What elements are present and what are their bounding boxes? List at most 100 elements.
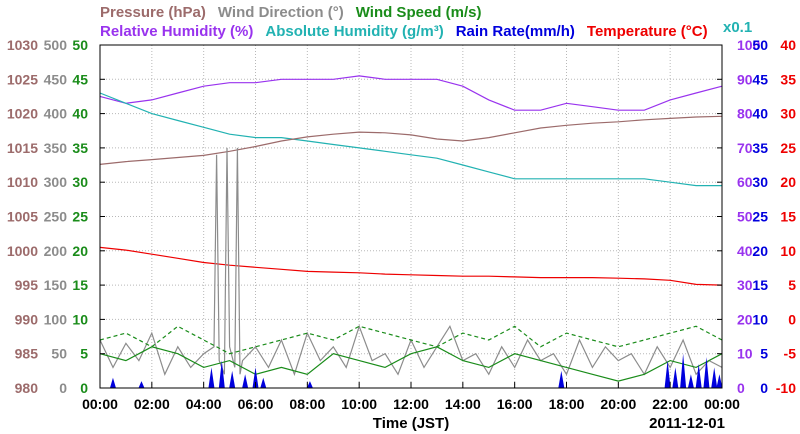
tick-humidity: 20	[737, 311, 753, 327]
tick-humidity: 100	[737, 37, 761, 53]
tick-wind-speed: 20	[72, 243, 88, 259]
tick-humidity: 0	[737, 380, 745, 396]
rain-bar	[716, 374, 723, 388]
tick-wind-direction: 350	[44, 140, 68, 156]
tick-temperature: 5	[788, 277, 796, 293]
tick-humidity: 10	[737, 346, 753, 362]
tick-wind-direction: 500	[44, 37, 68, 53]
tick-wind-speed: 5	[80, 346, 88, 362]
rain-bar	[218, 360, 225, 388]
tick-rain-rate: 15	[752, 277, 768, 293]
tick-wind-direction: 50	[51, 346, 67, 362]
tick-wind-speed: 50	[72, 37, 88, 53]
tick-temperature: 35	[780, 71, 796, 87]
grid	[100, 45, 722, 388]
series-lines	[99, 75, 723, 388]
tick-rain-rate: 5	[760, 346, 768, 362]
rain-bar	[558, 370, 565, 388]
legend-absolute-humidity-g-m: Absolute Humidity (g/m³)	[265, 23, 443, 40]
rain-bar	[138, 381, 145, 388]
tick-humidity: 50	[737, 209, 753, 225]
x-tick-label: 08:00	[289, 396, 325, 412]
tick-pressure: 985	[15, 346, 39, 362]
legend-pressure-hpa: Pressure (hPa)	[100, 4, 206, 21]
rain-bar	[208, 367, 215, 388]
tick-humidity: 60	[737, 174, 753, 190]
rain-bar	[703, 357, 710, 388]
tick-rain-rate: 40	[752, 106, 768, 122]
legend-row-1: Pressure (hPa) Wind Direction (°) Wind Spe…	[100, 4, 481, 21]
legend-row-2: Relative Humidity (%) Absolute Humidity (…	[100, 23, 708, 40]
tick-pressure: 1015	[7, 140, 38, 156]
tick-humidity: 70	[737, 140, 753, 156]
series-absolute-humidity	[99, 92, 722, 187]
tick-pressure: 1005	[7, 209, 38, 225]
series-relative-humidity	[99, 75, 723, 111]
tick-wind-direction: 0	[59, 380, 67, 396]
tick-humidity: 90	[737, 71, 753, 87]
tick-rain-rate: 45	[752, 71, 768, 87]
legend-rain-rate-mm-h: Rain Rate(mm/h)	[456, 23, 575, 40]
tick-temperature: 30	[780, 106, 796, 122]
series-temperature	[99, 246, 723, 286]
tick-pressure: 1030	[7, 37, 38, 53]
series-wind-direction	[99, 147, 723, 377]
tick-pressure: 980	[15, 380, 39, 396]
tick-pressure: 1010	[7, 174, 38, 190]
tick-wind-speed: 10	[72, 311, 88, 327]
tick-wind-speed: 45	[72, 71, 88, 87]
x-tick-label: 10:00	[341, 396, 377, 412]
rain-bar	[252, 367, 259, 388]
x-tick-label: 16:00	[497, 396, 533, 412]
tick-wind-direction: 200	[44, 243, 68, 259]
tick-rain-rate: 25	[752, 209, 768, 225]
tick-temperature: -5	[784, 346, 797, 362]
tick-wind-direction: 300	[44, 174, 68, 190]
x-tick-label: 20:00	[600, 396, 636, 412]
tick-rain-rate: 10	[752, 311, 768, 327]
rain-bar	[711, 367, 718, 388]
tick-wind-speed: 15	[72, 277, 88, 293]
x-tick-label: 02:00	[134, 396, 170, 412]
tick-rain-rate: 50	[752, 37, 768, 53]
x-tick-label: 00:00	[82, 396, 118, 412]
tick-rain-rate: 30	[752, 174, 768, 190]
tick-pressure: 1020	[7, 106, 38, 122]
legend-relative-humidity: Relative Humidity (%)	[100, 23, 253, 40]
x-axis: 00:00 02:00 04:00 06:00 08:00 10:00 12:00 14:00…	[82, 382, 740, 412]
tick-pressure: 990	[15, 311, 39, 327]
x-tick-label: 06:00	[238, 396, 274, 412]
tick-wind-direction: 150	[44, 277, 68, 293]
tick-wind-direction: 450	[44, 71, 68, 87]
tick-rain-rate: 35	[752, 140, 768, 156]
tick-temperature: 40	[780, 37, 796, 53]
right-axes: 0102030405060708090100051015202530354045…	[717, 37, 796, 396]
tick-rain-rate: 20	[752, 243, 768, 259]
tick-pressure: 1025	[7, 71, 38, 87]
rain-bar	[680, 353, 687, 388]
x-tick-label: 00:00	[704, 396, 740, 412]
tick-wind-speed: 0	[80, 380, 88, 396]
legend-temperature-c: Temperature (°C)	[587, 23, 708, 40]
tick-temperature: -10	[776, 380, 796, 396]
rain-bar	[109, 377, 116, 388]
x-axis-label: Time (JST)	[373, 415, 449, 432]
scale-note: x0.1	[723, 19, 752, 36]
rain-bar	[695, 363, 702, 388]
tick-wind-direction: 100	[44, 311, 68, 327]
tick-rain-rate: 0	[760, 380, 768, 396]
series-wind-speed-gust	[99, 325, 723, 355]
rain-bar	[260, 377, 267, 388]
tick-wind-speed: 30	[72, 174, 88, 190]
tick-humidity: 80	[737, 106, 753, 122]
left-axes: 9809859909951000100510101015102010251030…	[7, 37, 105, 396]
x-tick-label: 18:00	[549, 396, 585, 412]
tick-pressure: 1000	[7, 243, 38, 259]
rain-bar	[687, 374, 694, 388]
x-tick-label: 04:00	[186, 396, 222, 412]
rain-bar	[672, 367, 679, 388]
x-tick-label: 22:00	[652, 396, 688, 412]
rain-bar	[242, 374, 249, 388]
x-tick-label: 12:00	[393, 396, 429, 412]
series-wind-speed	[99, 346, 723, 382]
